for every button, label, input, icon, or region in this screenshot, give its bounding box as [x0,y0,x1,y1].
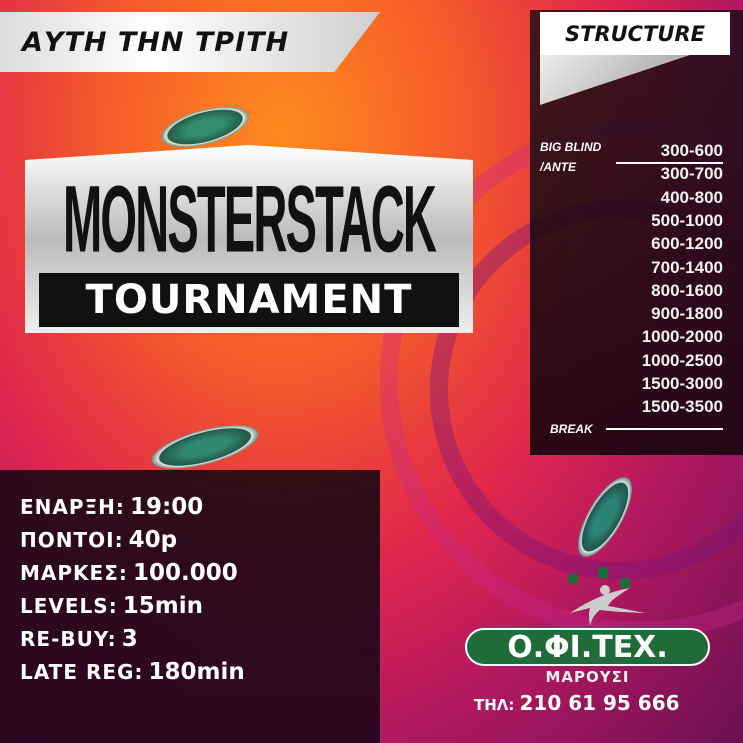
info-row: LEVELS: 15min [20,593,203,619]
blind-level: 300-700 [660,164,723,184]
poker-chip-icon [147,416,263,478]
info-row: RE-BUY: 3 [20,626,138,652]
info-value: 40p [128,527,178,553]
blind-level: 1000-2000 [641,327,723,347]
tournament-logo: MONSTERSTACK TOURNAMENT [25,145,473,333]
phone-number[interactable]: 210 61 95 666 [519,691,680,715]
info-key: LATE REG: [20,660,144,684]
club-figure-icon [568,568,645,626]
info-key: ΜΑΡΚΕΣ: [20,561,128,585]
structure-panel: STRUCTURE BIG BLIND /ANTE BREAK 300-600 3… [530,10,743,455]
logo-title: MONSTERSTACK [62,165,437,273]
info-row: LATE REG: 180min [20,659,245,685]
club-location: ΜΑΡΟΥΣΙ [545,668,630,686]
info-value: 19:00 [130,494,204,520]
structure-heading: STRUCTURE [540,12,730,55]
info-key: RE-BUY: [20,627,117,651]
info-value: 180min [148,659,245,685]
info-row: ΠΟΝΤΟΙ: 40p [20,527,177,553]
info-key: ΕΝΑΡΞΗ: [20,495,125,519]
blind-level: 900-1800 [651,304,723,324]
divider [606,428,723,430]
info-key: LEVELS: [20,594,118,618]
divider [616,162,723,164]
blind-level: 300-600 [660,141,723,160]
blind-level: 600-1200 [651,234,723,254]
info-row: ΕΝΑΡΞΗ: 19:00 [20,494,203,520]
club-name: Ο.ΦΙ.ΤΕΧ. [465,628,710,666]
phone-label: ΤΗΛ: [474,696,515,714]
ante-label: /ANTE [540,160,576,174]
day-text: ΑΥΤΗ ΤΗΝ ΤΡΙΤΗ [22,26,290,58]
big-blind-label: BIG BLIND [540,140,602,154]
blind-level: 1000-2500 [641,350,723,370]
info-panel: ΕΝΑΡΞΗ: 19:00 ΠΟΝΤΟΙ: 40p ΜΑΡΚΕΣ: 100.000 L… [0,470,380,743]
info-key: ΠΟΝΤΟΙ: [20,528,124,552]
day-banner: ΑΥΤΗ ΤΗΝ ΤΡΙΤΗ [0,12,380,72]
break-label: BREAK [550,422,593,436]
info-value: 15min [122,593,204,619]
decorative-triangle [540,55,690,105]
info-value: 3 [121,626,138,652]
info-value: 100.000 [132,560,238,586]
structure-heading-text: STRUCTURE [565,21,705,46]
blind-level: 500-1000 [651,210,723,230]
phone: ΤΗΛ: 210 61 95 666 [474,691,680,715]
blind-level: 400-800 [660,187,723,207]
blind-level: 1500-3000 [641,374,723,393]
logo-subtitle: TOURNAMENT [39,273,459,327]
blind-level: 700-1400 [651,257,723,277]
info-row: ΜΑΡΚΕΣ: 100.000 [20,560,238,586]
blind-level: 800-1600 [651,280,723,300]
blind-level: 1500-3500 [641,397,723,417]
